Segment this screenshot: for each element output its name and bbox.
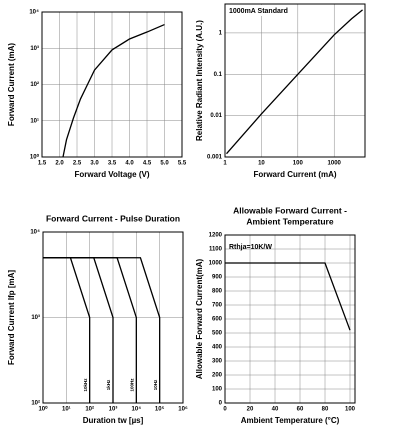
annotation: 1000mA Standard [229, 8, 288, 15]
x-axis-label: Forward Voltage (V) [75, 170, 150, 179]
series-label: 10kHz [83, 378, 88, 392]
series-label: 1kHz [106, 379, 111, 390]
x-tick-label: 4.5 [143, 161, 152, 167]
annotation-bg [226, 5, 290, 16]
chart-title: Allowable Forward Current - [233, 205, 347, 215]
y-tick-label: 10² [31, 400, 40, 407]
y-tick-label: 400 [212, 345, 223, 351]
x-tick-label: 100 [293, 161, 304, 167]
series-label: 10Hz [153, 379, 158, 390]
x-axis-label: Duration tw [µs] [83, 416, 144, 425]
x-axis-label: Forward Current (mA) [253, 170, 336, 179]
x-tick-label: 100 [345, 407, 356, 413]
x-tick-label: 40 [272, 407, 279, 413]
y-tick-label: 1000 [209, 261, 223, 267]
x-tick-label: 3.0 [90, 161, 99, 167]
x-tick-label: 10⁴ [132, 407, 142, 413]
plot-frame [41, 11, 183, 158]
y-tick-label: 10⁴ [29, 10, 39, 16]
y-tick-label: 600 [212, 317, 223, 323]
y-tick-label: 10³ [31, 314, 40, 321]
y-tick-label: 1 [219, 30, 223, 36]
x-tick-label: 0 [223, 407, 227, 413]
x-tick-label: 10³ [109, 406, 118, 413]
y-tick-label: 700 [212, 303, 223, 309]
x-tick-label: 2.5 [73, 161, 82, 167]
x-tick-label: 20 [247, 407, 254, 413]
plot-area [225, 4, 365, 157]
data-line [62, 23, 165, 158]
x-tick-label: 60 [297, 407, 304, 413]
x-tick-label: 1 [223, 161, 227, 167]
y-tick-label: 10³ [30, 45, 39, 52]
x-tick-label: 1000 [328, 161, 342, 167]
y-tick-label: 0.001 [207, 155, 223, 161]
y-axis-label: Forward Current Ifp [mA] [7, 270, 16, 365]
data-line [225, 262, 351, 331]
x-axis-label: Ambient Temperature (°C) [241, 416, 340, 425]
x-tick-label: 2.0 [55, 161, 64, 167]
y-tick-label: 0 [219, 401, 223, 407]
y-tick-label: 1200 [209, 233, 223, 239]
y-tick-label: 200 [212, 373, 223, 379]
x-tick-label: 5.0 [160, 161, 169, 167]
y-tick-label: 100 [212, 387, 223, 393]
y-tick-label: 300 [212, 359, 223, 365]
y-axis-label: Forward Current (mA) [7, 43, 16, 126]
x-tick-label: 80 [322, 407, 329, 413]
chart-title: Ambient Temperature [246, 216, 333, 226]
x-tick-label: 10² [85, 406, 94, 413]
data-line [43, 257, 161, 403]
x-tick-label: 10⁶ [178, 407, 188, 413]
plot-frame [224, 234, 356, 404]
x-tick-label: 3.5 [108, 161, 117, 167]
y-tick-label: 10⁴ [30, 230, 40, 236]
y-tick-label: 500 [212, 331, 223, 337]
chart-title: Forward Current - Pulse Duration [46, 213, 180, 223]
y-tick-label: 10⁰ [30, 154, 40, 161]
y-tick-label: 1100 [209, 247, 223, 253]
y-tick-label: 10² [30, 81, 39, 88]
x-tick-label: 10¹ [62, 406, 71, 413]
y-axis-label: Relative Radiant Intensity (A.U.) [195, 20, 204, 141]
x-tick-label: 10⁰ [38, 406, 48, 413]
x-tick-label: 5.5 [178, 161, 187, 167]
x-tick-label: 10⁵ [155, 407, 165, 413]
x-tick-label: 10 [258, 161, 265, 167]
y-tick-label: 10¹ [30, 117, 39, 124]
y-tick-label: 900 [212, 275, 223, 281]
x-tick-label: 4.0 [125, 161, 134, 167]
y-axis-label: Allowable Forward Current(mA) [195, 258, 204, 379]
y-tick-label: 0.1 [214, 72, 223, 78]
data-line [226, 9, 363, 155]
annotation: Rthja=10K/W [229, 244, 272, 251]
y-tick-label: 800 [212, 289, 223, 295]
y-tick-label: 0.01 [210, 113, 222, 119]
plot-frame [224, 3, 366, 158]
x-tick-label: 1.5 [38, 161, 47, 167]
series-label: 100Hz [130, 378, 135, 392]
